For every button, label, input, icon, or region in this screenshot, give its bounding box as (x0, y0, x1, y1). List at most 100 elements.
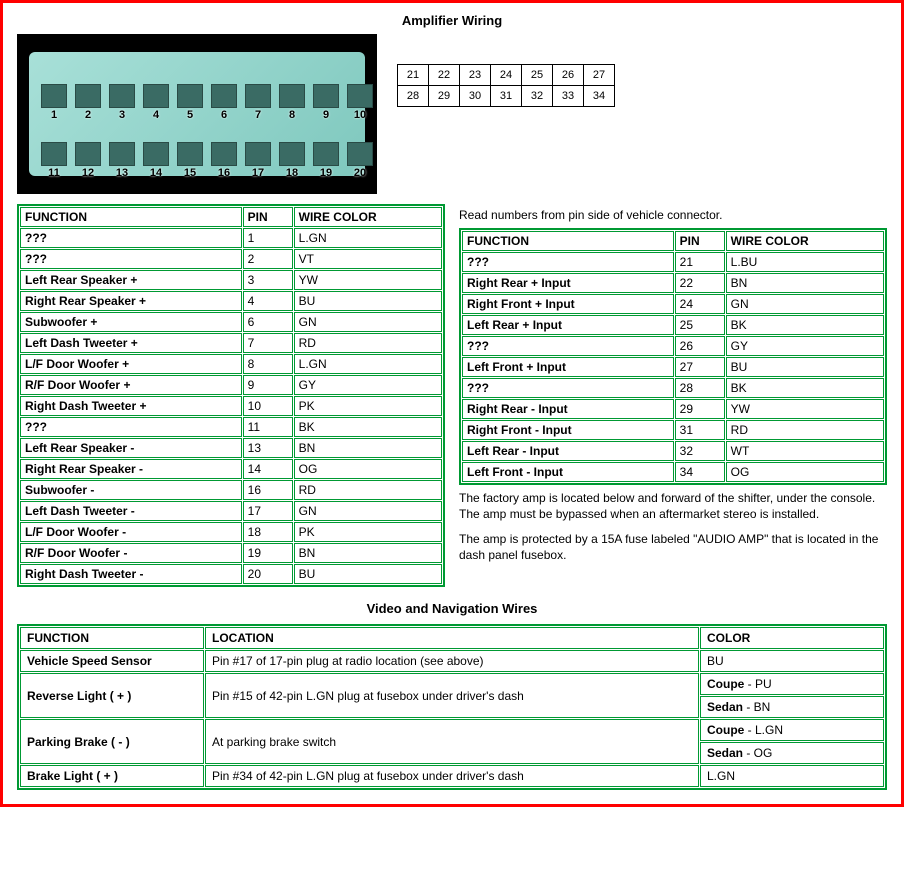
cell-wire-color: GN (726, 294, 884, 314)
table-row: Brake Light ( + )Pin #34 of 42-pin L.GN … (20, 765, 884, 787)
cell-pin: 6 (243, 312, 293, 332)
left-wiring-column: FUNCTION PIN WIRE COLOR ???1L.GN???2VTLe… (17, 204, 445, 587)
cell-function: Left Rear Speaker + (20, 270, 242, 290)
table-row: Reverse Light ( + )Pin #15 of 42-pin L.G… (20, 673, 884, 695)
header-pin: PIN (243, 207, 293, 227)
pin-number-label: 19 (320, 167, 332, 179)
connector-pin: 20 (347, 142, 373, 166)
table-row: ???11BK (20, 417, 442, 437)
pin-number-label: 10 (354, 109, 366, 121)
cell-pin: 20 (243, 564, 293, 584)
wiring-tables-row: FUNCTION PIN WIRE COLOR ???1L.GN???2VTLe… (7, 204, 897, 587)
pinmap-cell: 33 (553, 86, 584, 107)
cell-wire-color: BK (726, 315, 884, 335)
connector-pin: 10 (347, 84, 373, 108)
cell-pin: 3 (243, 270, 293, 290)
page-container: Amplifier Wiring 12345678910 11121314151… (0, 0, 904, 807)
table-row: Left Front + Input27BU (462, 357, 884, 377)
table-row: Right Dash Tweeter -20BU (20, 564, 442, 584)
table-row: Right Front + Input24GN (462, 294, 884, 314)
pinmap-cell: 31 (491, 86, 522, 107)
cell-function: L/F Door Woofer + (20, 354, 242, 374)
cell-wire-color: BU (294, 291, 442, 311)
connector-pin: 19 (313, 142, 339, 166)
table-row: ???1L.GN (20, 228, 442, 248)
cell-pin: 19 (243, 543, 293, 563)
cell-color: Coupe - L.GN (700, 719, 884, 741)
cell-wire-color: BU (294, 564, 442, 584)
table-row: Subwoofer -16RD (20, 480, 442, 500)
table-row: Left Front - Input34OG (462, 462, 884, 482)
header-function: FUNCTION (20, 627, 204, 649)
cell-wire-color: BN (294, 543, 442, 563)
cell-wire-color: WT (726, 441, 884, 461)
cell-pin: 29 (675, 399, 725, 419)
cell-pin: 28 (675, 378, 725, 398)
pin-side-caption: Read numbers from pin side of vehicle co… (459, 208, 887, 222)
cell-pin: 34 (675, 462, 725, 482)
pin-number-label: 15 (184, 167, 196, 179)
cell-function: ??? (462, 378, 674, 398)
left-wiring-table: FUNCTION PIN WIRE COLOR ???1L.GN???2VTLe… (17, 204, 445, 587)
table-row: ???26GY (462, 336, 884, 356)
table-row: Right Rear + Input22BN (462, 273, 884, 293)
table-header-row: FUNCTION LOCATION COLOR (20, 627, 884, 649)
cell-pin: 24 (675, 294, 725, 314)
connector-pin: 11 (41, 142, 67, 166)
cell-function: Right Rear Speaker - (20, 459, 242, 479)
cell-pin: 22 (675, 273, 725, 293)
cell-function: Right Front + Input (462, 294, 674, 314)
cell-color: BU (700, 650, 884, 672)
header-pin: PIN (675, 231, 725, 251)
cell-pin: 4 (243, 291, 293, 311)
cell-function: Left Dash Tweeter - (20, 501, 242, 521)
amp-fuse-note: The amp is protected by a 15A fuse label… (459, 532, 887, 563)
cell-function: Left Rear - Input (462, 441, 674, 461)
header-wire-color: WIRE COLOR (726, 231, 884, 251)
cell-function: Left Dash Tweeter + (20, 333, 242, 353)
table-row: Left Rear - Input32WT (462, 441, 884, 461)
pin-number-label: 4 (153, 109, 159, 121)
cell-pin: 31 (675, 420, 725, 440)
right-wiring-table: FUNCTION PIN WIRE COLOR ???21L.BURight R… (459, 228, 887, 485)
pin-number-label: 3 (119, 109, 125, 121)
cell-pin: 1 (243, 228, 293, 248)
pin-number-label: 17 (252, 167, 264, 179)
table-row: R/F Door Woofer -19BN (20, 543, 442, 563)
cell-function: Left Rear + Input (462, 315, 674, 335)
pin-map-diagram: 21222324252627 28293031323334 (397, 64, 615, 107)
cell-pin: 18 (243, 522, 293, 542)
cell-wire-color: BK (726, 378, 884, 398)
header-wire-color: WIRE COLOR (294, 207, 442, 227)
pinmap-cell: 30 (460, 86, 491, 107)
table-row: Left Rear Speaker +3YW (20, 270, 442, 290)
table-row: Subwoofer +6GN (20, 312, 442, 332)
cell-pin: 10 (243, 396, 293, 416)
cell-wire-color: YW (294, 270, 442, 290)
pin-number-label: 2 (85, 109, 91, 121)
table-row: Left Dash Tweeter -17GN (20, 501, 442, 521)
connector-pin: 12 (75, 142, 101, 166)
cell-location: At parking brake switch (205, 719, 699, 764)
cell-pin: 7 (243, 333, 293, 353)
table-header-row: FUNCTION PIN WIRE COLOR (462, 231, 884, 251)
pin-number-label: 5 (187, 109, 193, 121)
table-row: L/F Door Woofer -18PK (20, 522, 442, 542)
header-location: LOCATION (205, 627, 699, 649)
cell-function: ??? (462, 336, 674, 356)
connector-pin: 13 (109, 142, 135, 166)
connector-pin: 6 (211, 84, 237, 108)
connector-pin: 5 (177, 84, 203, 108)
table-row: Parking Brake ( - )At parking brake swit… (20, 719, 884, 741)
cell-function: L/F Door Woofer - (20, 522, 242, 542)
pinmap-cell: 24 (491, 65, 522, 86)
cell-function: Right Rear - Input (462, 399, 674, 419)
table-row: Left Rear Speaker -13BN (20, 438, 442, 458)
cell-wire-color: PK (294, 396, 442, 416)
cell-function: Vehicle Speed Sensor (20, 650, 204, 672)
nav-wires-table: FUNCTION LOCATION COLOR Vehicle Speed Se… (17, 624, 887, 790)
cell-wire-color: BU (726, 357, 884, 377)
table-row: ???28BK (462, 378, 884, 398)
cell-function: R/F Door Woofer + (20, 375, 242, 395)
cell-function: Brake Light ( + ) (20, 765, 204, 787)
